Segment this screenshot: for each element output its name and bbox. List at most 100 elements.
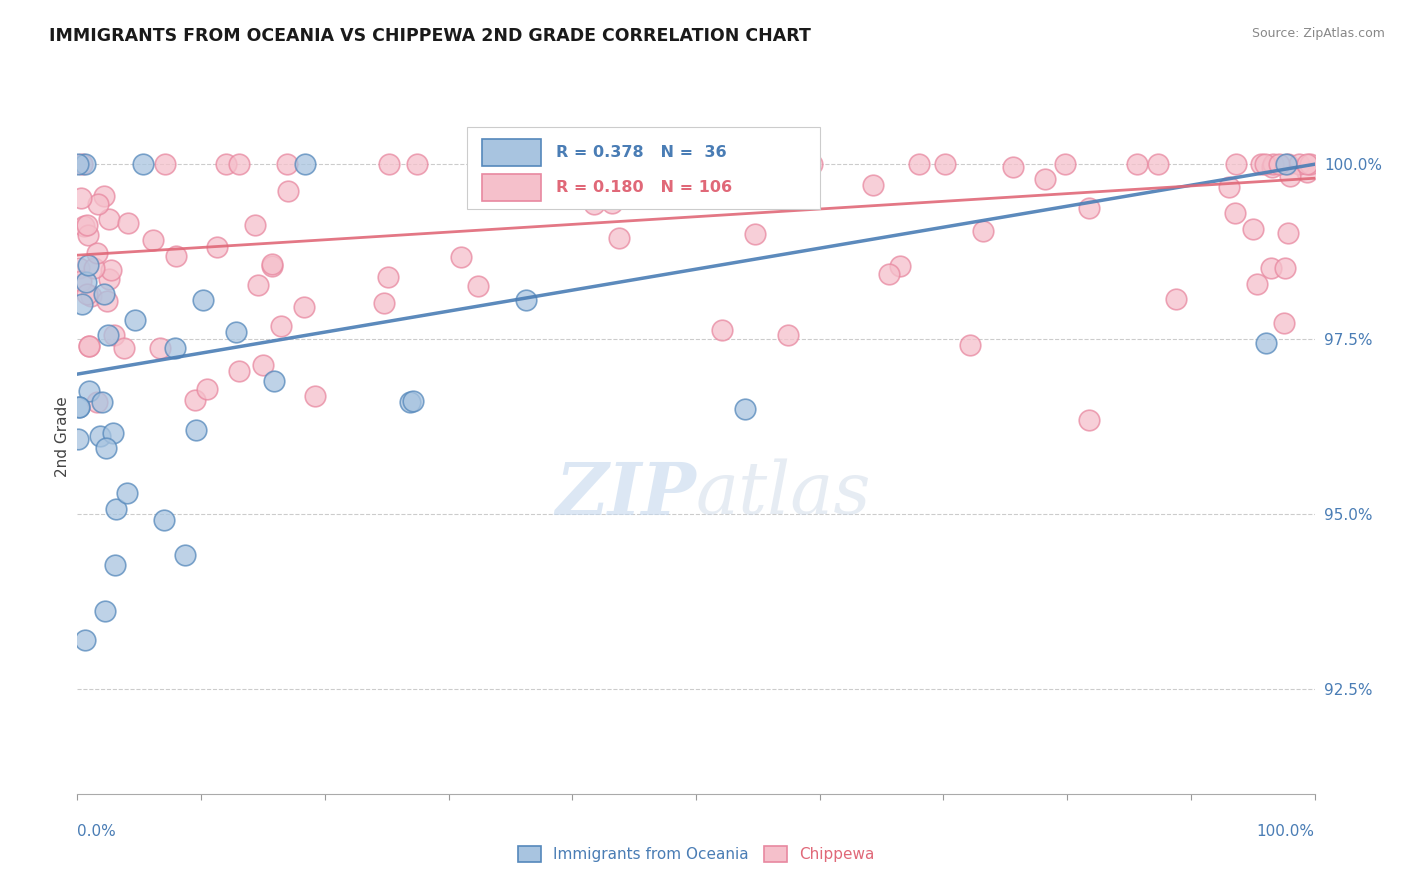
Point [191,293,214,308]
Text: 0.0%: 0.0% [77,824,117,839]
Point [1256,336,1278,351]
Point [76,218,98,232]
Point [247,278,270,293]
Point [115,485,138,500]
Point [75,275,97,289]
Point [637,157,659,171]
Point [467,279,489,293]
Point [252,359,274,373]
Point [377,270,399,285]
Point [908,157,931,171]
Point [153,513,176,527]
FancyBboxPatch shape [482,174,541,201]
Point [165,249,187,263]
Point [1146,157,1168,171]
FancyBboxPatch shape [482,139,541,166]
Point [67,432,90,446]
Point [1225,157,1247,171]
Point [131,157,153,171]
Point [142,233,165,247]
Point [183,392,205,407]
Point [195,382,218,396]
Point [77,339,100,353]
Point [1053,157,1076,171]
Point [738,157,761,171]
Point [97,328,120,343]
Point [67,261,90,276]
Point [292,300,315,314]
Point [103,426,125,441]
Point [1033,172,1056,186]
Point [76,287,98,301]
Point [1260,261,1282,276]
FancyBboxPatch shape [467,127,820,209]
Point [277,185,299,199]
Point [1274,261,1296,276]
Point [754,157,776,171]
Point [602,196,624,211]
Text: atlas: atlas [696,458,872,530]
Point [879,267,901,281]
Point [86,395,108,409]
Point [94,604,117,618]
Point [73,157,96,171]
Point [87,196,110,211]
Point [398,394,420,409]
Point [304,389,326,403]
Point [1246,277,1268,291]
Point [889,259,911,273]
Point [1268,157,1291,171]
Point [1001,160,1024,174]
Point [1077,201,1099,215]
Point [165,341,187,355]
Point [515,293,537,307]
Point [80,289,103,303]
Point [225,325,247,339]
Point [94,441,117,455]
Point [75,633,97,648]
Point [1298,157,1320,171]
Point [959,338,981,352]
Point [262,257,284,271]
Point [260,259,283,273]
Point [1218,179,1240,194]
Point [1279,169,1302,183]
Point [103,328,125,343]
Text: R = 0.180   N = 106: R = 0.180 N = 106 [557,180,733,194]
Point [406,157,429,171]
Point [263,375,285,389]
Point [70,191,93,205]
Point [77,339,100,353]
Point [1277,157,1299,171]
Point [100,263,122,277]
Point [228,157,250,171]
Point [73,219,96,234]
Point [148,341,170,355]
Point [710,323,733,337]
Point [205,239,228,253]
Point [124,313,146,327]
Point [1260,160,1282,174]
Point [155,157,177,171]
Point [450,250,472,264]
Text: ZIP: ZIP [555,458,696,530]
Point [1241,222,1264,236]
Point [778,328,800,343]
Point [744,227,766,241]
Point [607,230,630,244]
Point [1274,157,1296,171]
Point [560,157,582,171]
Point [243,218,266,232]
Point [934,157,956,171]
Point [800,157,823,171]
Point [1272,316,1295,330]
Legend: Immigrants from Oceania, Chippewa: Immigrants from Oceania, Chippewa [512,840,880,868]
Point [1166,293,1188,307]
Point [214,157,236,171]
Point [1296,164,1319,178]
Point [1296,157,1319,171]
Point [76,227,98,242]
Point [1077,413,1099,427]
Point [90,394,112,409]
Point [173,549,195,563]
